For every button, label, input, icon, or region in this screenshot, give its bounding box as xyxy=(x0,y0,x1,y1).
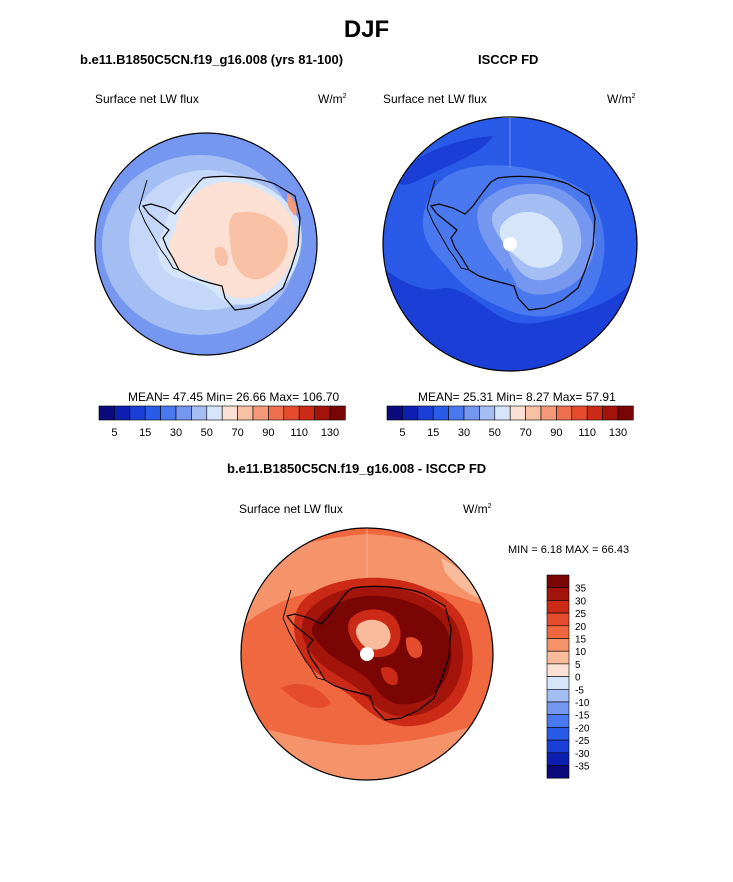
diff-colorbar-tick-label: 25 xyxy=(575,609,587,620)
model-colorbar-tick-label: 30 xyxy=(170,427,182,439)
model-colorbar-box xyxy=(268,405,285,421)
model-colorbar-box xyxy=(175,405,192,421)
figure-title: DJF xyxy=(343,16,390,43)
diff-units-label: W/m2 xyxy=(463,502,492,516)
obs-variable-label: Surface net LW flux xyxy=(383,92,487,106)
diff-colorbar-tick-label: 15 xyxy=(575,635,587,646)
diff-colorbar-tick-label: -5 xyxy=(575,685,584,696)
model-colorbar: 5 15 30 50 70 90 110 130 xyxy=(98,405,346,439)
model-colorbar-box xyxy=(144,405,161,421)
model-colorbar-tick-label: 70 xyxy=(231,427,243,439)
obs-colorbar-box xyxy=(386,405,403,421)
model-panel-title: b.e11.B1850C5CN.f19_g16.008 (yrs 81-100) xyxy=(80,52,344,67)
diff-colorbar-box xyxy=(546,574,570,588)
model-variable-label: Surface net LW flux xyxy=(95,92,199,106)
obs-colorbar-box xyxy=(432,405,449,421)
obs-polar-map xyxy=(382,116,638,372)
obs-colorbar-tick-label: 90 xyxy=(550,427,562,439)
model-colorbar-box xyxy=(298,405,315,421)
obs-colorbar-box xyxy=(525,405,542,421)
obs-colorbar-tick-label: 110 xyxy=(578,427,596,439)
diff-min-max: MIN = 6.18 MAX = 66.43 xyxy=(508,544,630,556)
diff-colorbar-box xyxy=(546,727,570,741)
diff-colorbar-tick-label: -35 xyxy=(575,762,590,773)
model-stats: MEAN= 47.45 Min= 26.66 Max= 106.70 xyxy=(128,390,340,404)
obs-colorbar-box xyxy=(479,405,496,421)
diff-colorbar-box xyxy=(546,638,570,652)
obs-colorbar: 5 15 30 50 70 90 110 130 xyxy=(386,405,634,439)
diff-colorbar-tick-label: 5 xyxy=(575,660,581,671)
obs-colorbar-box xyxy=(617,405,634,421)
diff-colorbar-tick-label: 30 xyxy=(575,596,587,607)
model-colorbar-box xyxy=(98,405,115,421)
obs-colorbar-tick-label: 70 xyxy=(519,427,531,439)
diff-colorbar-tick-label: -20 xyxy=(575,723,590,734)
obs-colorbar-box xyxy=(602,405,619,421)
diff-colorbar-tick-label: 20 xyxy=(575,622,587,633)
model-units-label: W/m2 xyxy=(318,92,347,106)
model-colorbar-box xyxy=(129,405,146,421)
obs-units-label: W/m2 xyxy=(607,92,636,106)
obs-colorbar-tick-label: 50 xyxy=(489,427,501,439)
diff-colorbar-box xyxy=(546,587,570,601)
obs-colorbar-tick-label: 30 xyxy=(458,427,470,439)
diff-colorbar-tick-label: 10 xyxy=(575,647,587,658)
diff-colorbar-box xyxy=(546,752,570,766)
model-colorbar-box xyxy=(221,405,238,421)
diff-colorbar-box xyxy=(546,739,570,754)
model-colorbar-box xyxy=(114,405,131,421)
obs-colorbar-box xyxy=(586,405,603,421)
model-polar-map xyxy=(94,132,318,356)
obs-colorbar-box xyxy=(494,405,511,421)
obs-panel-title: ISCCP FD xyxy=(478,52,539,67)
diff-colorbar-tick-label: -25 xyxy=(575,736,590,747)
diff-colorbar-box xyxy=(546,676,570,690)
model-colorbar-tick-label: 110 xyxy=(290,427,308,439)
obs-colorbar-box xyxy=(509,405,526,421)
diff-polar-map xyxy=(240,527,494,781)
model-colorbar-box xyxy=(237,405,254,421)
model-colorbar-box xyxy=(160,405,177,421)
obs-colorbar-box xyxy=(402,405,419,421)
obs-colorbar-tick-label: 5 xyxy=(399,427,405,439)
diff-colorbar-box xyxy=(546,600,570,614)
diff-colorbar-box xyxy=(546,714,570,728)
diff-colorbar-box xyxy=(546,650,570,665)
model-colorbar-tick-label: 15 xyxy=(139,427,151,439)
obs-colorbar-box xyxy=(556,405,573,421)
diff-colorbar-tick-label: -30 xyxy=(575,749,590,760)
diff-colorbar-box xyxy=(546,663,570,677)
diff-panel-title: b.e11.B1850C5CN.f19_g16.008 - ISCCP FD xyxy=(227,461,487,476)
diff-colorbar-tick-label: -15 xyxy=(575,711,590,722)
diff-colorbar-box xyxy=(546,689,570,703)
diff-colorbar-box xyxy=(546,625,570,639)
obs-colorbar-box xyxy=(463,405,480,421)
model-colorbar-tick-label: 50 xyxy=(201,427,213,439)
model-colorbar-tick-label: 5 xyxy=(111,427,117,439)
model-colorbar-box xyxy=(191,405,208,421)
model-colorbar-box xyxy=(283,405,300,421)
model-colorbar-tick-label: 90 xyxy=(262,427,274,439)
model-colorbar-box xyxy=(206,405,223,421)
obs-colorbar-box xyxy=(571,405,588,421)
diff-colorbar-tick-label: -10 xyxy=(575,698,590,709)
obs-stats: MEAN= 25.31 Min= 8.27 Max= 57.91 xyxy=(418,390,616,404)
obs-colorbar-tick-label: 15 xyxy=(427,427,439,439)
diff-colorbar-tick-label: 35 xyxy=(575,584,587,595)
diff-variable-label: Surface net LW flux xyxy=(239,502,343,516)
diff-colorbar-box xyxy=(546,765,570,779)
obs-colorbar-box xyxy=(417,405,434,421)
obs-colorbar-box xyxy=(540,405,557,421)
model-colorbar-tick-label: 130 xyxy=(321,427,339,439)
model-colorbar-box xyxy=(252,405,269,421)
diff-colorbar-tick-label: 0 xyxy=(575,673,581,684)
model-colorbar-box xyxy=(329,405,346,421)
obs-colorbar-tick-label: 130 xyxy=(609,427,627,439)
model-colorbar-box xyxy=(314,405,331,421)
diff-colorbar-box xyxy=(546,701,570,715)
diff-colorbar-box xyxy=(546,612,570,627)
obs-colorbar-box xyxy=(448,405,465,421)
